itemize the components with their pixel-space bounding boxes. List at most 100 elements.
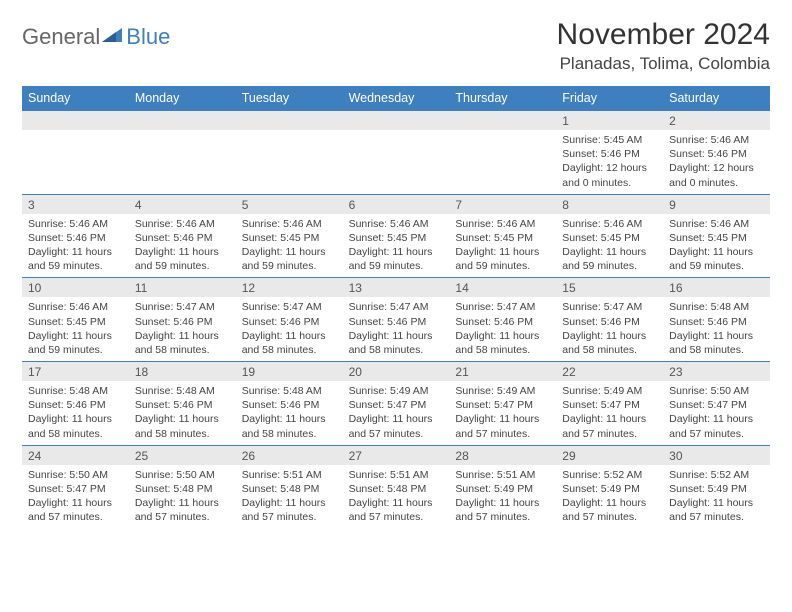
day-info: Sunrise: 5:47 AMSunset: 5:46 PMDaylight:… bbox=[129, 297, 236, 361]
sunrise-text: Sunrise: 5:46 AM bbox=[28, 300, 123, 314]
day-number: 15 bbox=[556, 278, 663, 297]
weekday-header: Sunday bbox=[22, 86, 129, 110]
daylight-text: Daylight: 11 hours and 57 minutes. bbox=[135, 496, 230, 524]
week-row: 1Sunrise: 5:45 AMSunset: 5:46 PMDaylight… bbox=[22, 110, 770, 194]
daylight-text: Daylight: 11 hours and 57 minutes. bbox=[562, 412, 657, 440]
day-info: Sunrise: 5:46 AMSunset: 5:46 PMDaylight:… bbox=[129, 214, 236, 278]
week-row: 10Sunrise: 5:46 AMSunset: 5:45 PMDayligh… bbox=[22, 277, 770, 361]
day-info: Sunrise: 5:46 AMSunset: 5:45 PMDaylight:… bbox=[22, 297, 129, 361]
sunrise-text: Sunrise: 5:46 AM bbox=[669, 217, 764, 231]
sunrise-text: Sunrise: 5:49 AM bbox=[349, 384, 444, 398]
day-number: 22 bbox=[556, 362, 663, 381]
daylight-text: Daylight: 11 hours and 57 minutes. bbox=[562, 496, 657, 524]
weekday-header-row: SundayMondayTuesdayWednesdayThursdayFrid… bbox=[22, 86, 770, 110]
day-cell: 1Sunrise: 5:45 AMSunset: 5:46 PMDaylight… bbox=[556, 111, 663, 194]
sunset-text: Sunset: 5:46 PM bbox=[455, 315, 550, 329]
day-cell: 29Sunrise: 5:52 AMSunset: 5:49 PMDayligh… bbox=[556, 446, 663, 529]
day-cell: 8Sunrise: 5:46 AMSunset: 5:45 PMDaylight… bbox=[556, 195, 663, 278]
sunrise-text: Sunrise: 5:46 AM bbox=[242, 217, 337, 231]
day-info: Sunrise: 5:46 AMSunset: 5:45 PMDaylight:… bbox=[556, 214, 663, 278]
day-info: Sunrise: 5:50 AMSunset: 5:47 PMDaylight:… bbox=[663, 381, 770, 445]
sunrise-text: Sunrise: 5:52 AM bbox=[669, 468, 764, 482]
sunset-text: Sunset: 5:48 PM bbox=[242, 482, 337, 496]
day-number bbox=[22, 111, 129, 130]
day-info: Sunrise: 5:48 AMSunset: 5:46 PMDaylight:… bbox=[129, 381, 236, 445]
day-cell: 20Sunrise: 5:49 AMSunset: 5:47 PMDayligh… bbox=[343, 362, 450, 445]
daylight-text: Daylight: 11 hours and 59 minutes. bbox=[28, 329, 123, 357]
day-info: Sunrise: 5:45 AMSunset: 5:46 PMDaylight:… bbox=[556, 130, 663, 194]
daylight-text: Daylight: 11 hours and 57 minutes. bbox=[349, 496, 444, 524]
day-cell: 17Sunrise: 5:48 AMSunset: 5:46 PMDayligh… bbox=[22, 362, 129, 445]
day-cell: 24Sunrise: 5:50 AMSunset: 5:47 PMDayligh… bbox=[22, 446, 129, 529]
day-info: Sunrise: 5:47 AMSunset: 5:46 PMDaylight:… bbox=[556, 297, 663, 361]
sunrise-text: Sunrise: 5:46 AM bbox=[669, 133, 764, 147]
sunset-text: Sunset: 5:47 PM bbox=[28, 482, 123, 496]
day-cell: 13Sunrise: 5:47 AMSunset: 5:46 PMDayligh… bbox=[343, 278, 450, 361]
sunset-text: Sunset: 5:47 PM bbox=[562, 398, 657, 412]
sunset-text: Sunset: 5:45 PM bbox=[349, 231, 444, 245]
daylight-text: Daylight: 11 hours and 58 minutes. bbox=[562, 329, 657, 357]
sunrise-text: Sunrise: 5:46 AM bbox=[135, 217, 230, 231]
day-number: 9 bbox=[663, 195, 770, 214]
sunset-text: Sunset: 5:46 PM bbox=[135, 398, 230, 412]
sunset-text: Sunset: 5:46 PM bbox=[669, 315, 764, 329]
day-number: 26 bbox=[236, 446, 343, 465]
day-info: Sunrise: 5:50 AMSunset: 5:48 PMDaylight:… bbox=[129, 465, 236, 529]
day-number: 11 bbox=[129, 278, 236, 297]
sunrise-text: Sunrise: 5:51 AM bbox=[349, 468, 444, 482]
daylight-text: Daylight: 11 hours and 57 minutes. bbox=[28, 496, 123, 524]
sunset-text: Sunset: 5:45 PM bbox=[28, 315, 123, 329]
daylight-text: Daylight: 11 hours and 57 minutes. bbox=[455, 496, 550, 524]
sunset-text: Sunset: 5:46 PM bbox=[28, 398, 123, 412]
day-number bbox=[449, 111, 556, 130]
sunset-text: Sunset: 5:45 PM bbox=[562, 231, 657, 245]
sunset-text: Sunset: 5:48 PM bbox=[349, 482, 444, 496]
sunset-text: Sunset: 5:46 PM bbox=[669, 147, 764, 161]
day-cell: 11Sunrise: 5:47 AMSunset: 5:46 PMDayligh… bbox=[129, 278, 236, 361]
day-number bbox=[236, 111, 343, 130]
sunrise-text: Sunrise: 5:48 AM bbox=[242, 384, 337, 398]
day-number: 23 bbox=[663, 362, 770, 381]
day-cell: 2Sunrise: 5:46 AMSunset: 5:46 PMDaylight… bbox=[663, 111, 770, 194]
day-cell: 10Sunrise: 5:46 AMSunset: 5:45 PMDayligh… bbox=[22, 278, 129, 361]
day-cell bbox=[449, 111, 556, 194]
daylight-text: Daylight: 11 hours and 57 minutes. bbox=[455, 412, 550, 440]
day-info: Sunrise: 5:47 AMSunset: 5:46 PMDaylight:… bbox=[449, 297, 556, 361]
sunset-text: Sunset: 5:46 PM bbox=[135, 231, 230, 245]
day-number: 19 bbox=[236, 362, 343, 381]
day-number: 3 bbox=[22, 195, 129, 214]
weeks-container: 1Sunrise: 5:45 AMSunset: 5:46 PMDaylight… bbox=[22, 110, 770, 528]
daylight-text: Daylight: 11 hours and 59 minutes. bbox=[349, 245, 444, 273]
day-cell: 6Sunrise: 5:46 AMSunset: 5:45 PMDaylight… bbox=[343, 195, 450, 278]
weekday-header: Thursday bbox=[449, 86, 556, 110]
sunset-text: Sunset: 5:47 PM bbox=[669, 398, 764, 412]
sunset-text: Sunset: 5:46 PM bbox=[28, 231, 123, 245]
daylight-text: Daylight: 11 hours and 58 minutes. bbox=[669, 329, 764, 357]
day-number: 27 bbox=[343, 446, 450, 465]
daylight-text: Daylight: 11 hours and 58 minutes. bbox=[28, 412, 123, 440]
daylight-text: Daylight: 11 hours and 59 minutes. bbox=[562, 245, 657, 273]
day-info: Sunrise: 5:46 AMSunset: 5:45 PMDaylight:… bbox=[663, 214, 770, 278]
sunrise-text: Sunrise: 5:46 AM bbox=[455, 217, 550, 231]
page-header: General Blue November 2024 Planadas, Tol… bbox=[22, 18, 770, 74]
daylight-text: Daylight: 11 hours and 59 minutes. bbox=[242, 245, 337, 273]
sunrise-text: Sunrise: 5:48 AM bbox=[669, 300, 764, 314]
sunrise-text: Sunrise: 5:48 AM bbox=[135, 384, 230, 398]
day-number: 10 bbox=[22, 278, 129, 297]
daylight-text: Daylight: 11 hours and 57 minutes. bbox=[242, 496, 337, 524]
sunrise-text: Sunrise: 5:45 AM bbox=[562, 133, 657, 147]
day-cell: 14Sunrise: 5:47 AMSunset: 5:46 PMDayligh… bbox=[449, 278, 556, 361]
day-info: Sunrise: 5:52 AMSunset: 5:49 PMDaylight:… bbox=[556, 465, 663, 529]
sunrise-text: Sunrise: 5:50 AM bbox=[669, 384, 764, 398]
day-cell: 18Sunrise: 5:48 AMSunset: 5:46 PMDayligh… bbox=[129, 362, 236, 445]
day-cell: 27 Sunrise: 5:51 AMSunset: 5:48 PMDayligh… bbox=[343, 446, 450, 529]
location-text: Planadas, Tolima, Colombia bbox=[557, 54, 770, 74]
daylight-text: Daylight: 11 hours and 58 minutes. bbox=[349, 329, 444, 357]
sunrise-text: Sunrise: 5:49 AM bbox=[562, 384, 657, 398]
sunset-text: Sunset: 5:48 PM bbox=[135, 482, 230, 496]
logo-triangle-icon bbox=[102, 24, 124, 50]
day-info: Sunrise: 5:47 AMSunset: 5:46 PMDaylight:… bbox=[236, 297, 343, 361]
sunrise-text: Sunrise: 5:47 AM bbox=[349, 300, 444, 314]
day-info: Sunrise: 5:46 AMSunset: 5:45 PMDaylight:… bbox=[343, 214, 450, 278]
day-cell: 23Sunrise: 5:50 AMSunset: 5:47 PMDayligh… bbox=[663, 362, 770, 445]
